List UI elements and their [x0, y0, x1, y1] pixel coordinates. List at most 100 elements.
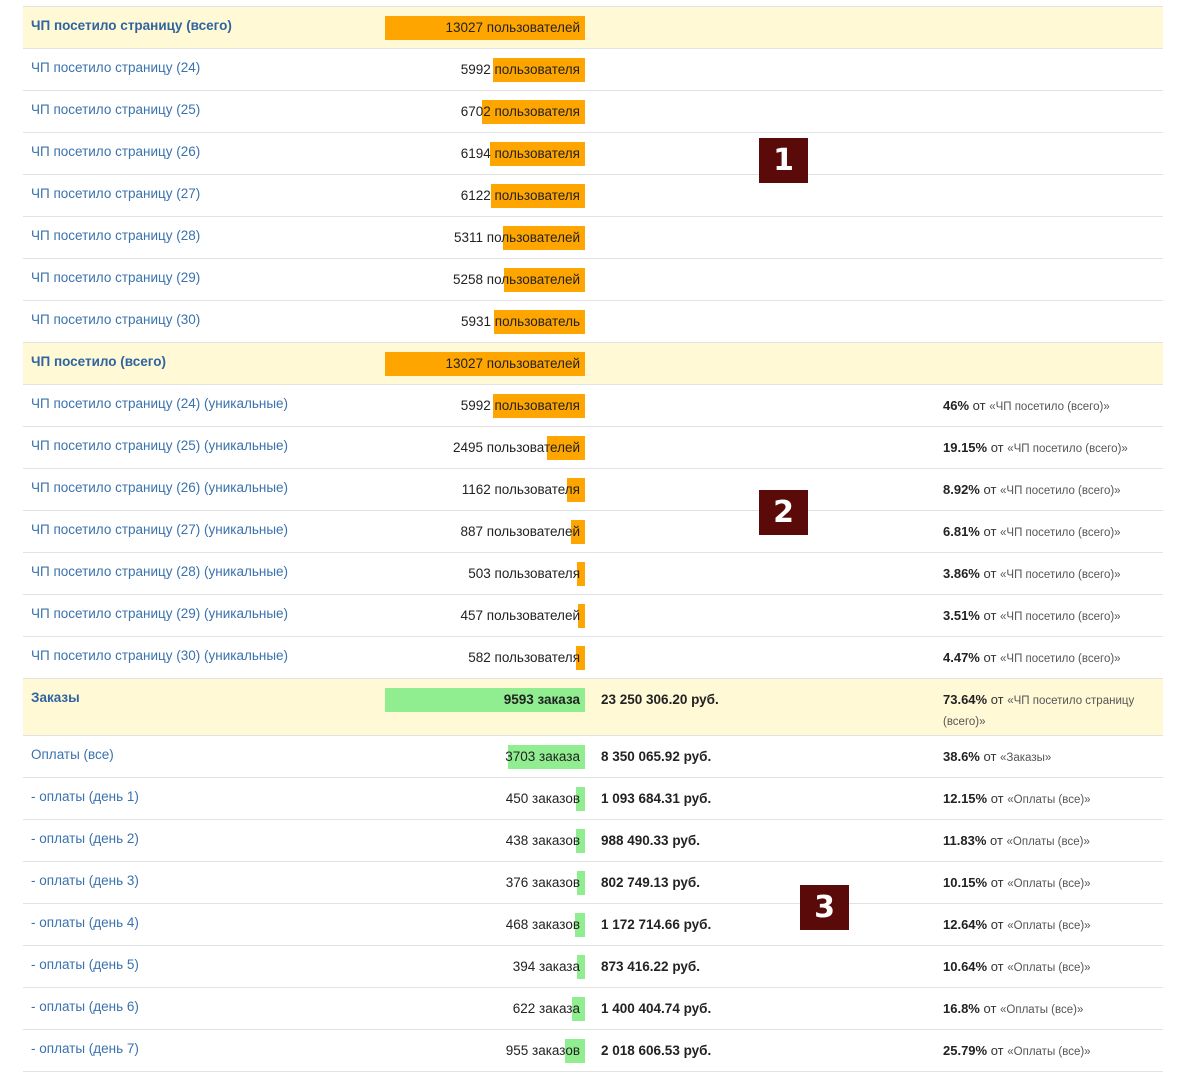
- percent-reference: «Оплаты (все)»: [1007, 1046, 1091, 1058]
- amount-value: 1 400 404.74 руб.: [601, 1001, 712, 1016]
- count-bar: 5258 пользователей: [385, 268, 585, 292]
- amount-value: 1 093 684.31 руб.: [601, 791, 712, 806]
- percent-of-label: от: [983, 608, 997, 623]
- count-value: 13027 пользователей: [445, 356, 580, 371]
- bar-fill: [576, 646, 585, 670]
- table-row: ЧП посетило страницу (25) 6702 пользовате…: [23, 91, 1163, 133]
- table-row: ЧП посетило (всего) 13027 пользователей: [23, 343, 1163, 385]
- row-label-link[interactable]: ЧП посетило страницу (30) (уникальные): [31, 648, 289, 663]
- table-row: ЧП посетило страницу (28) 5311 пользовате…: [23, 217, 1163, 259]
- percent-cell: 3.86% от «ЧП посетило (всего)»: [943, 564, 1158, 585]
- row-label-link[interactable]: ЧП посетило страницу (28) (уникальные): [31, 564, 289, 579]
- bar-fill: [576, 955, 585, 979]
- row-label-link[interactable]: - оплаты (день 4): [31, 915, 139, 930]
- percent-value: 10.15%: [943, 875, 988, 890]
- bar-fill: [575, 787, 585, 811]
- bar-fill: [491, 184, 585, 208]
- row-label-link[interactable]: ЧП посетило страницу (всего): [31, 18, 232, 33]
- row-label-link[interactable]: ЧП посетило (всего): [31, 354, 166, 369]
- percent-value: 25.79%: [943, 1043, 988, 1058]
- count-bar: 468 заказов: [385, 913, 585, 937]
- row-label-link[interactable]: ЧП посетило страницу (24): [31, 60, 201, 75]
- percent-reference: «ЧП посетило (всего)»: [1000, 569, 1121, 581]
- percent-of-label: от: [990, 791, 1004, 806]
- annotation-badge-3: 3: [800, 885, 849, 930]
- row-label-link[interactable]: - оплаты (день 1): [31, 789, 139, 804]
- percent-cell: 25.79% от «Оплаты (все)»: [943, 1041, 1158, 1062]
- percent-value: 73.64%: [943, 692, 988, 707]
- row-label-link[interactable]: ЧП посетило страницу (27) (уникальные): [31, 522, 289, 537]
- table-row: Оплаты (все) 3703 заказа 8 350 065.92 руб.…: [23, 736, 1163, 778]
- row-label-link[interactable]: ЧП посетило страницу (29) (уникальные): [31, 606, 289, 621]
- row-label-link[interactable]: - оплаты (день 2): [31, 831, 139, 846]
- count-bar: 6702 пользователя: [385, 100, 585, 124]
- count-value: 5311 пользователей: [453, 230, 580, 245]
- annotation-badge-2: 2: [759, 490, 808, 535]
- row-label-link[interactable]: - оплаты (день 5): [31, 957, 139, 972]
- percent-of-label: от: [983, 650, 997, 665]
- bar-fill: [385, 352, 585, 376]
- count-bar: 5931 пользователь: [385, 310, 585, 334]
- bar-fill: [493, 394, 585, 418]
- table-row: ЧП посетило страницу (27) (уникальные) 88…: [23, 511, 1163, 553]
- bar-fill: [575, 829, 585, 853]
- table-row: - оплаты (день 1) 450 заказов 1 093 684.31…: [23, 778, 1163, 820]
- percent-reference: «ЧП посетило (всего)»: [1007, 443, 1128, 455]
- amount-value: 23 250 306.20 руб.: [601, 692, 719, 707]
- percent-of-label: от: [990, 959, 1004, 974]
- percent-value: 3.86%: [943, 566, 980, 581]
- count-bar: 6194 пользователя: [385, 142, 585, 166]
- percent-cell: 12.15% от «Оплаты (все)»: [943, 789, 1158, 810]
- row-label-link[interactable]: ЧП посетило страницу (24) (уникальные): [31, 396, 289, 411]
- percent-of-label: от: [983, 749, 997, 764]
- row-label-link[interactable]: ЧП посетило страницу (25): [31, 102, 201, 117]
- count-value: 6194 пользователя: [460, 146, 580, 161]
- row-label-link[interactable]: Оплаты (все): [31, 747, 114, 762]
- row-label-link[interactable]: - оплаты (день 3): [31, 873, 139, 888]
- count-bar: 5311 пользователей: [385, 226, 585, 250]
- table-row: ЧП посетило страницу (26) 6194 пользовате…: [23, 133, 1163, 175]
- percent-of-label: от: [990, 692, 1004, 707]
- count-value: 376 заказов: [505, 875, 580, 890]
- table-row: ЧП посетило страницу (29) 5258 пользовате…: [23, 259, 1163, 301]
- count-bar: 450 заказов: [385, 787, 585, 811]
- row-label-link[interactable]: - оплаты (день 7): [31, 1041, 139, 1056]
- bar-fill: [571, 520, 585, 544]
- row-label-link[interactable]: ЧП посетило страницу (25) (уникальные): [31, 438, 289, 453]
- percent-reference: «Оплаты (все)»: [1000, 1004, 1084, 1016]
- count-value: 622 заказа: [512, 1001, 580, 1016]
- percent-cell: 73.64% от «ЧП посетило страницу (всего)»: [943, 690, 1158, 732]
- table-row: ЧП посетило страницу (29) (уникальные) 45…: [23, 595, 1163, 637]
- percent-value: 10.64%: [943, 959, 988, 974]
- percent-of-label: от: [983, 1001, 997, 1016]
- count-bar: 3703 заказа: [385, 745, 585, 769]
- row-label-link[interactable]: ЧП посетило страницу (30): [31, 312, 201, 327]
- percent-cell: 10.15% от «Оплаты (все)»: [943, 873, 1158, 894]
- percent-cell: 19.15% от «ЧП посетило (всего)»: [943, 438, 1158, 459]
- table-row: - оплаты (день 3) 376 заказов 802 749.13 р…: [23, 862, 1163, 904]
- row-label-link[interactable]: ЧП посетило страницу (29): [31, 270, 201, 285]
- count-bar: 503 пользователя: [385, 562, 585, 586]
- row-label-link[interactable]: ЧП посетило страницу (28): [31, 228, 201, 243]
- row-label-link[interactable]: ЧП посетило страницу (26) (уникальные): [31, 480, 289, 495]
- row-label-link[interactable]: ЧП посетило страницу (27): [31, 186, 201, 201]
- percent-reference: «ЧП посетило (всего)»: [1000, 611, 1121, 623]
- percent-reference: «Оплаты (все)»: [1006, 836, 1090, 848]
- row-label-link[interactable]: ЧП посетило страницу (26): [31, 144, 201, 159]
- count-value: 503 пользователя: [468, 566, 580, 581]
- amount-value: 2 018 606.53 руб.: [601, 1043, 712, 1058]
- annotation-badge-1: 1: [759, 138, 808, 183]
- count-bar: 2495 пользователей: [385, 436, 585, 460]
- count-value: 3703 заказа: [505, 749, 580, 764]
- count-value: 5258 пользователей: [452, 272, 580, 287]
- percent-reference: «ЧП посетило (всего)»: [1000, 653, 1121, 665]
- bar-fill: [577, 604, 585, 628]
- percent-value: 19.15%: [943, 440, 988, 455]
- count-bar: 438 заказов: [385, 829, 585, 853]
- amount-value: 873 416.22 руб.: [601, 959, 700, 974]
- row-label-link[interactable]: Заказы: [31, 690, 80, 705]
- percent-value: 8.92%: [943, 482, 980, 497]
- count-value: 457 пользователей: [460, 608, 580, 623]
- table-row: - оплаты (день 5) 394 заказа 873 416.22 ру…: [23, 946, 1163, 988]
- row-label-link[interactable]: - оплаты (день 6): [31, 999, 139, 1014]
